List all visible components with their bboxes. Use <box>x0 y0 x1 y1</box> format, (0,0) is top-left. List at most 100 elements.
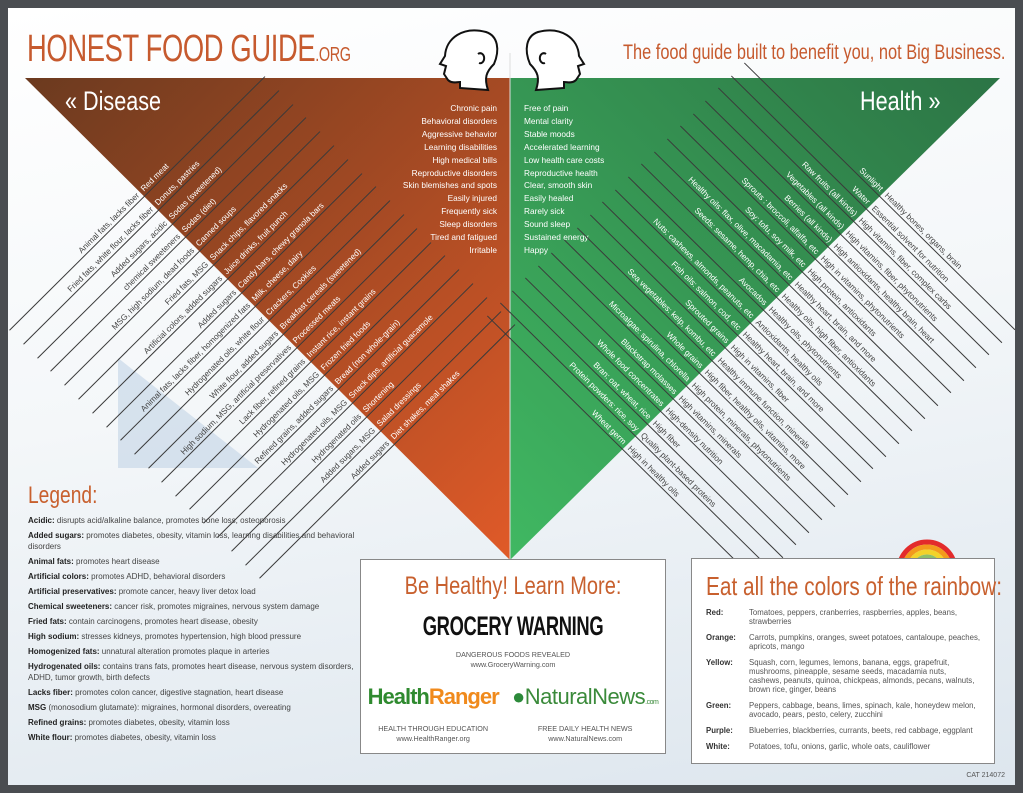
benefit-item: Reproductive health <box>524 167 598 178</box>
health-benefit-list: Free of pain Mental clarity Stable moods Ac… <box>524 102 604 257</box>
rainbow-row: Green: Peppers, cabbage, beans, limes, sp… <box>706 701 980 719</box>
symptom-item: Aggressive behavior <box>421 128 497 139</box>
legend-item: Chemical sweeteners: cancer risk, promot… <box>28 602 363 613</box>
catalog-number: CAT 214072 <box>966 772 1005 779</box>
rainbow-row: Orange: Carrots, pumpkins, oranges, sweet… <box>706 633 980 651</box>
rainbow-color: Yellow: <box>706 658 733 667</box>
symptom-item: Behavioral disorders <box>421 115 497 126</box>
learn-more-title: Be Healthy! Learn More: <box>404 572 622 600</box>
legend-desc: unnatural alteration promotes plaque in … <box>101 647 270 657</box>
legend-desc: disrupts acid/alkaline balance, promotes… <box>56 516 286 525</box>
legend-desc: (monosodium glutamate): migraines, hormo… <box>48 703 291 713</box>
rainbow-row: Yellow: Squash, corn, legumes, lemons, ba… <box>706 658 980 694</box>
rainbow-foods: Peppers, cabbage, beans, limes, spinach,… <box>749 701 976 719</box>
legend-desc: stresses kidneys, promotes hypertension,… <box>81 632 302 642</box>
legend-desc: cancer risk, promotes migraines, nervous… <box>114 601 320 611</box>
legend-term: High sodium: <box>28 632 80 642</box>
legend-term: Artificial colors: <box>28 571 89 581</box>
symptom-item: Tired and fatigued <box>430 232 497 243</box>
rainbow-foods: Potatoes, tofu, onions, garlic, whole oa… <box>749 742 931 751</box>
legend-item: Acidic: disrupts acid/alkaline balance, … <box>28 516 363 527</box>
legend-desc: promotes diabetes, obesity, vitamin loss <box>74 733 216 743</box>
legend-term: Refined grains: <box>28 718 87 728</box>
symptom-item: High medical bills <box>432 154 497 165</box>
symptom-item: Learning disabilities <box>424 141 497 152</box>
legend-item: Refined grains: promotes diabetes, obesi… <box>28 718 363 729</box>
legend-desc: promotes diabetes, obesity, vitamin loss <box>88 718 230 728</box>
disease-head-icon <box>438 29 499 92</box>
legend-term: Chemical sweeteners: <box>28 601 113 611</box>
benefit-item: Rarely sick <box>524 206 565 217</box>
rainbow-color: Purple: <box>706 726 733 735</box>
health-heading: Health » <box>860 86 941 116</box>
benefit-item: Stable moods <box>524 128 575 139</box>
legend-item: Animal fats: promotes heart disease <box>28 557 363 568</box>
benefit-item: Free of pain <box>524 103 569 113</box>
symptom-item: Easily injured <box>447 193 497 204</box>
legend-item: Homogenized fats: unnatural alteration p… <box>28 647 363 658</box>
grocery-url[interactable]: www.GroceryWarning.com <box>470 660 556 669</box>
benefit-item: Sustained energy <box>524 232 589 243</box>
benefit-item: Accelerated learning <box>524 141 600 152</box>
rainbow-row: White: Potatoes, tofu, onions, garlic, wh… <box>706 742 980 751</box>
legend-item: Fried fats: contain carcinogens, promote… <box>28 617 363 628</box>
disease-heading: « Disease <box>65 86 162 116</box>
symptom-item: Frequently sick <box>441 206 497 217</box>
legend-term: Lacks fiber: <box>28 687 73 697</box>
legend-item: Artificial colors: promotes ADHD, behavi… <box>28 572 363 583</box>
health-ranger-tagline: HEALTH THROUGH EDUCATION <box>378 724 489 733</box>
legend-term: White flour: <box>28 733 73 743</box>
legend-desc: promotes colon cancer, digestive stagnat… <box>75 687 284 697</box>
health-ranger-url[interactable]: www.HealthRanger.org <box>396 734 470 743</box>
legend-term: Animal fats: <box>28 556 74 566</box>
legend-term: MSG <box>28 703 47 713</box>
benefit-item: Mental clarity <box>524 115 573 126</box>
legend-desc: contains trans fats, promotes heart dise… <box>28 662 354 682</box>
rainbow-row: Purple: Blueberries, blackberries, curran… <box>706 726 980 735</box>
legend-item: Lacks fiber: promotes colon cancer, dige… <box>28 688 363 699</box>
tagline: The food guide built to benefit you, not… <box>623 41 1006 64</box>
rainbow-foods: Squash, corn, legumes, lemons, banana, e… <box>749 658 975 694</box>
food-guide-poster: HONEST FOOD GUIDE.ORG The food guide bui… <box>8 8 1015 785</box>
rainbow-title: Eat all the colors of the rainbow: <box>706 571 1002 601</box>
symptom-item: Irritable <box>469 244 497 255</box>
benefit-item: Low health care costs <box>524 154 605 165</box>
legend-term: Homogenized fats: <box>28 647 100 657</box>
legend-term: Artificial preservatives: <box>28 586 117 596</box>
symptom-item: Chronic pain <box>450 103 497 113</box>
page-title: HONEST FOOD GUIDE.ORG <box>27 28 351 70</box>
natural-news-tagline: FREE DAILY HEALTH NEWS <box>537 724 633 733</box>
rainbow-foods: Carrots, pumpkins, oranges, sweet potato… <box>749 633 981 651</box>
faint-arrow-shape <box>118 358 258 468</box>
legend-desc: promotes ADHD, behavioral disorders <box>91 571 226 581</box>
benefit-item: Happy <box>524 244 548 255</box>
rainbow-color: Red: <box>706 608 724 617</box>
legend-item: Added sugars: promotes diabetes, obesity… <box>28 531 363 552</box>
legend-desc: promotes heart disease <box>76 556 160 566</box>
benefit-item: Sound sleep <box>524 219 571 230</box>
symptom-item: Skin blemishes and spots <box>402 180 497 191</box>
benefit-item: Easily healed <box>524 193 574 204</box>
legend-item: Artificial preservatives: promote cancer… <box>28 587 363 598</box>
learn-more-box: Be Healthy! Learn More: GROCERY WARNING … <box>360 559 666 754</box>
health-triangle <box>510 78 1000 560</box>
legend-term: Acidic: <box>28 516 55 525</box>
rainbow-color: Orange: <box>706 633 736 642</box>
health-ranger-logo: HealthRanger <box>367 684 500 709</box>
legend: Legend: Acidic: disrupts acid/alkaline b… <box>28 482 363 748</box>
grocery-warning-logo: GROCERY WARNING <box>422 611 604 641</box>
rainbow-foods: Blueberries, blackberries, currants, bee… <box>749 726 973 735</box>
disease-triangle <box>25 78 510 560</box>
legend-desc: promotes diabetes, obesity, vitamin loss… <box>28 531 355 551</box>
legend-title: Legend: <box>28 482 98 509</box>
rainbow-color: Green: <box>706 701 732 710</box>
health-head-icon <box>525 29 586 92</box>
natural-news-url[interactable]: www.NaturalNews.com <box>548 734 623 743</box>
legend-term: Fried fats: <box>28 617 67 627</box>
rainbow-row: Red: Tomatoes, peppers, cranberries, rasp… <box>706 608 980 626</box>
symptom-item: Sleep disorders <box>439 219 497 230</box>
disease-symptom-list: Chronic pain Behavioral disorders Aggressi… <box>403 102 497 257</box>
legend-item: White flour: promotes diabetes, obesity,… <box>28 733 363 744</box>
grocery-tagline: DANGEROUS FOODS REVEALED <box>455 650 571 659</box>
legend-item: MSG (monosodium glutamate): migraines, h… <box>28 703 363 714</box>
